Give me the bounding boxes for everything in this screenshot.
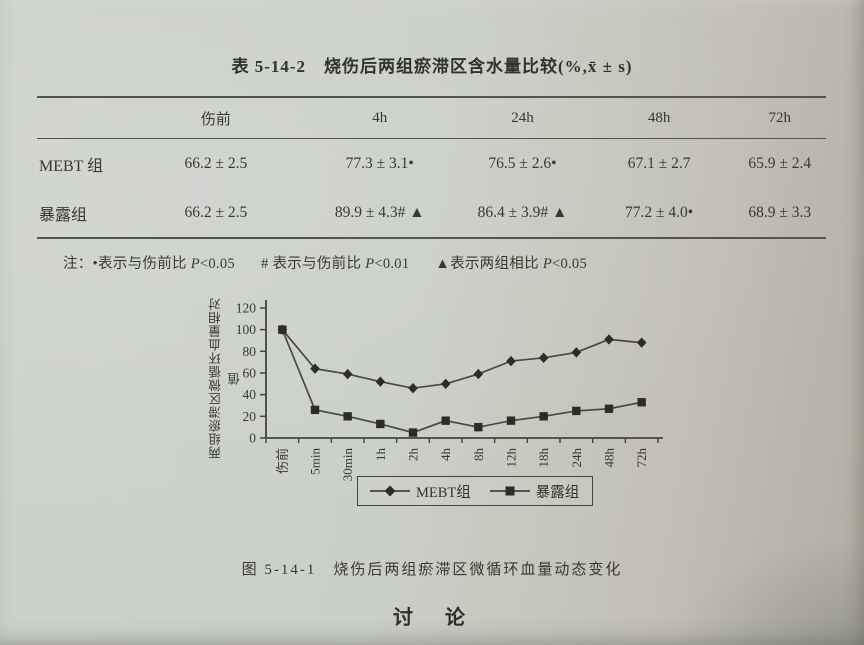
svg-text:1h: 1h: [373, 448, 388, 462]
legend-label-exposed: 暴露组: [535, 484, 580, 501]
cell-exposed-48h: 77.2 ± 4.0•: [625, 203, 694, 221]
row-label-exposed: 暴露组: [39, 206, 88, 224]
cell-exposed-pre: 66.2 ± 2.5: [184, 203, 248, 221]
legend-marker-diamond-icon: [370, 485, 410, 497]
header-72h: 72h: [768, 109, 792, 126]
svg-text:2h: 2h: [406, 448, 421, 462]
table-row-exposed: 暴露组 66.2 ± 2.5 89.9 ± 4.3# ▲ 86.4 ± 3.9#…: [37, 188, 826, 238]
header-24h: 24h: [511, 109, 534, 126]
cell-exposed-4h: 89.9 ± 4.3# ▲: [334, 203, 425, 221]
row-label-mebt: MEBT 组: [39, 157, 104, 175]
svg-text:80: 80: [243, 344, 257, 359]
water-content-table: 伤前 4h 24h 48h 72h MEBT 组 66.2 ± 2.5 77.3…: [37, 96, 826, 239]
figure-caption: 图 5-14-1 烧伤后两组瘀滞区微循环血量动态变化: [241, 562, 623, 578]
svg-text:0: 0: [249, 431, 256, 446]
svg-text:20: 20: [243, 409, 257, 424]
footnote-item-triangle: ▲表示两组相比 P<0.05: [435, 256, 588, 272]
svg-text:48h: 48h: [602, 448, 617, 468]
cell-exposed-72h: 68.9 ± 3.3: [748, 203, 812, 221]
cell-mebt-24h: 76.5 ± 2.6•: [488, 154, 557, 172]
svg-text:72h: 72h: [634, 448, 649, 468]
cell-mebt-72h: 65.9 ± 2.4: [748, 154, 812, 172]
svg-text:40: 40: [243, 387, 257, 402]
table-header-row: 伤前 4h 24h 48h 72h: [37, 97, 826, 139]
header-48h: 48h: [647, 109, 671, 126]
footnote-item-hash: # 表示与伤前比 P<0.01: [260, 256, 410, 272]
cell-exposed-24h: 86.4 ± 3.9# ▲: [477, 203, 568, 221]
line-chart-svg: 0 20 40 60 80 100 120 伤前 5min 30min 1h 2h 4h 8h 12h 18h…: [236, 300, 663, 482]
svg-text:18h: 18h: [536, 448, 551, 468]
section-heading-discussion: 讨 论: [393, 607, 471, 629]
table-row-mebt: MEBT 组 66.2 ± 2.5 77.3 ± 3.1• 76.5 ± 2.6…: [37, 139, 826, 189]
svg-text:5min: 5min: [308, 448, 323, 475]
svg-text:8h: 8h: [471, 448, 486, 462]
svg-text:12h: 12h: [504, 448, 519, 468]
svg-text:4h: 4h: [438, 448, 453, 462]
chart-legend: MEBT组 暴露组: [357, 476, 594, 506]
legend-label-mebt: MEBT组: [416, 484, 471, 501]
svg-text:24h: 24h: [569, 448, 584, 468]
svg-text:30min: 30min: [340, 448, 355, 482]
cell-mebt-48h: 67.1 ± 2.7: [627, 154, 691, 172]
svg-text:伤前: 伤前: [275, 448, 290, 474]
svg-text:60: 60: [243, 366, 257, 381]
microcirculation-line-chart: 两组瘀滞区微循环血量相对值 0 20 40 60 80 100 120 伤前 5min 30min…: [198, 286, 698, 526]
legend-marker-square-icon: [489, 486, 530, 496]
cell-mebt-4h: 77.3 ± 3.1•: [345, 154, 414, 172]
header-empty: [37, 97, 132, 139]
footnote-item-dot: •表示与伤前比 P<0.05: [92, 256, 235, 272]
header-pre-injury: 伤前: [200, 111, 231, 128]
svg-text:100: 100: [236, 322, 257, 337]
cell-mebt-pre: 66.2 ± 2.5: [184, 154, 248, 172]
table-caption: 表 5-14-2 烧伤后两组瘀滞区含水量比较(%,x̄ ± s): [231, 57, 633, 76]
svg-text:120: 120: [236, 301, 257, 316]
legend-item-exposed: 暴露组: [489, 481, 580, 502]
legend-item-mebt: MEBT组: [369, 481, 471, 502]
table-footnote: 注：•表示与伤前比 P<0.05 # 表示与伤前比 P<0.01 ▲表示两组相比 P…: [63, 252, 613, 273]
header-4h: 4h: [372, 109, 388, 126]
footnote-prefix: 注：: [63, 256, 93, 272]
